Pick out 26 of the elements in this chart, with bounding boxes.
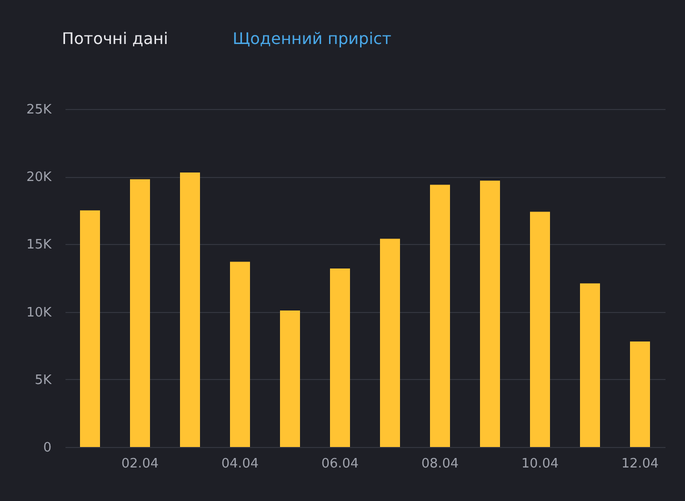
x-tick-label: 12.04 (621, 456, 659, 472)
y-tick-label: 0 (43, 440, 52, 456)
bar (630, 342, 650, 447)
y-tick-label: 20K (26, 170, 52, 186)
bar (130, 179, 150, 447)
bar (530, 212, 550, 447)
bar (580, 283, 600, 447)
text: Щоденний приріст (232, 29, 392, 48)
bar (430, 184, 450, 447)
bar (480, 180, 500, 447)
x-tick-label: 02.04 (121, 456, 159, 472)
x-tick-label: 06.04 (321, 456, 359, 472)
bar (230, 262, 250, 447)
x-tick-label: 08.04 (421, 456, 459, 472)
bar (180, 172, 200, 447)
bar (380, 238, 400, 447)
x-tick-label: 04.04 (221, 456, 259, 472)
y-tick-label: 5K (34, 372, 52, 388)
y-tick-label: 15K (26, 238, 52, 253)
y-tick-label: 25K (26, 102, 52, 118)
bar (80, 210, 100, 447)
bar (330, 268, 350, 447)
x-tick-label: 10.04 (521, 456, 559, 472)
text: Поточні дані (62, 29, 168, 48)
y-tick-label: 10K (26, 305, 52, 320)
bar (280, 310, 300, 447)
